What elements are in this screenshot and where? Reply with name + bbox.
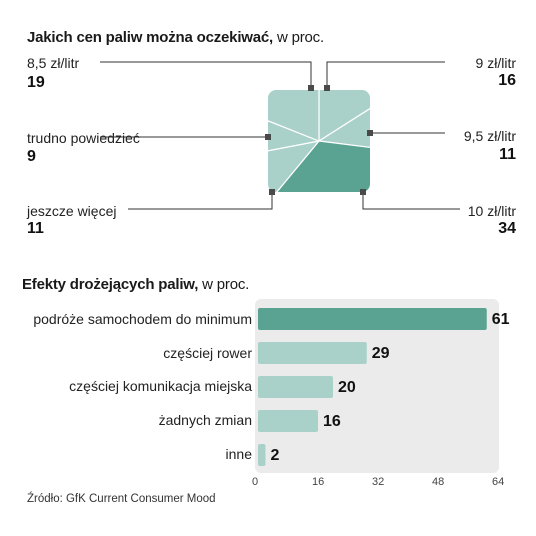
bar-category-3: żadnych zmian — [158, 412, 252, 428]
bar-category-0: podróże samochodem do minimum — [33, 311, 252, 327]
leader-9-5-marker — [367, 130, 373, 136]
leader-wiecej — [128, 192, 273, 210]
pie-value-9: 16 — [498, 72, 516, 89]
x-tick-1: 16 — [312, 476, 325, 488]
pie-chart — [100, 61, 460, 210]
x-tick-0: 0 — [252, 476, 259, 488]
leader-10 — [362, 192, 460, 210]
bar-0 — [258, 308, 487, 330]
pie-value-8-5: 19 — [27, 74, 45, 91]
leader-9-marker — [324, 85, 330, 91]
leader-8-5-marker — [308, 85, 314, 91]
pie-label-8-5: 8,5 zł/litr — [27, 55, 80, 71]
x-tick-3: 48 — [432, 476, 445, 488]
bar-1 — [258, 342, 367, 364]
pie-label-wiecej: jeszcze więcej — [27, 203, 117, 219]
bar-title-unit: w proc. — [202, 276, 250, 293]
pie-slice-1 — [317, 90, 370, 157]
pie-title-unit: w proc. — [276, 29, 324, 46]
bar-title-text: Efekty drożejących paliw, — [22, 276, 199, 293]
pie-slice-5 — [268, 90, 320, 142]
bar-value-4: 2 — [270, 447, 280, 464]
pie-value-trudno: 9 — [27, 148, 36, 165]
bar-category-1: częściej rower — [163, 345, 252, 361]
leader-8-5 — [100, 61, 312, 88]
bar-value-2: 20 — [338, 379, 356, 396]
pie-label-9: 9 zł/litr — [475, 55, 516, 71]
bar-2 — [258, 376, 333, 398]
pie-label-trudno: trudno powiedzieć — [27, 130, 140, 146]
pie-label-9-5: 9,5 zł/litr — [463, 128, 516, 144]
pie-title-text: Jakich cen paliw można oczekiwać, — [27, 29, 274, 46]
bar-3 — [258, 410, 318, 432]
pie-slice-0 — [318, 90, 370, 143]
source-note: Źródło: GfK Current Consumer Mood — [27, 493, 216, 505]
leader-9 — [326, 61, 445, 88]
bar-value-1: 29 — [371, 345, 390, 362]
bar-value-3: 16 — [323, 413, 341, 430]
pie-chart-title: Jakich cen paliw można oczekiwać, w proc… — [27, 29, 324, 46]
pie-value-wiecej: 11 — [27, 220, 44, 237]
pie-slice-3 — [268, 140, 321, 192]
x-tick-2: 32 — [372, 476, 385, 488]
pie-value-10: 34 — [498, 220, 516, 237]
bar-category-4: inne — [225, 446, 252, 462]
bar-value-0: 61 — [491, 311, 510, 328]
leader-wiecej-marker — [269, 189, 275, 195]
bar-chart-background — [255, 299, 499, 473]
leader-trudno-marker — [265, 134, 271, 140]
leader-10-marker — [360, 189, 366, 195]
pie-label-10: 10 zł/litr — [467, 203, 516, 219]
bar-4 — [258, 444, 266, 466]
bar-category-2: częściej komunikacja miejska — [69, 378, 252, 394]
pie-value-9-5: 11 — [499, 146, 516, 163]
x-tick-4: 64 — [492, 476, 505, 488]
bar-chart-title: Efekty drożejących paliw, w proc. — [22, 276, 249, 293]
